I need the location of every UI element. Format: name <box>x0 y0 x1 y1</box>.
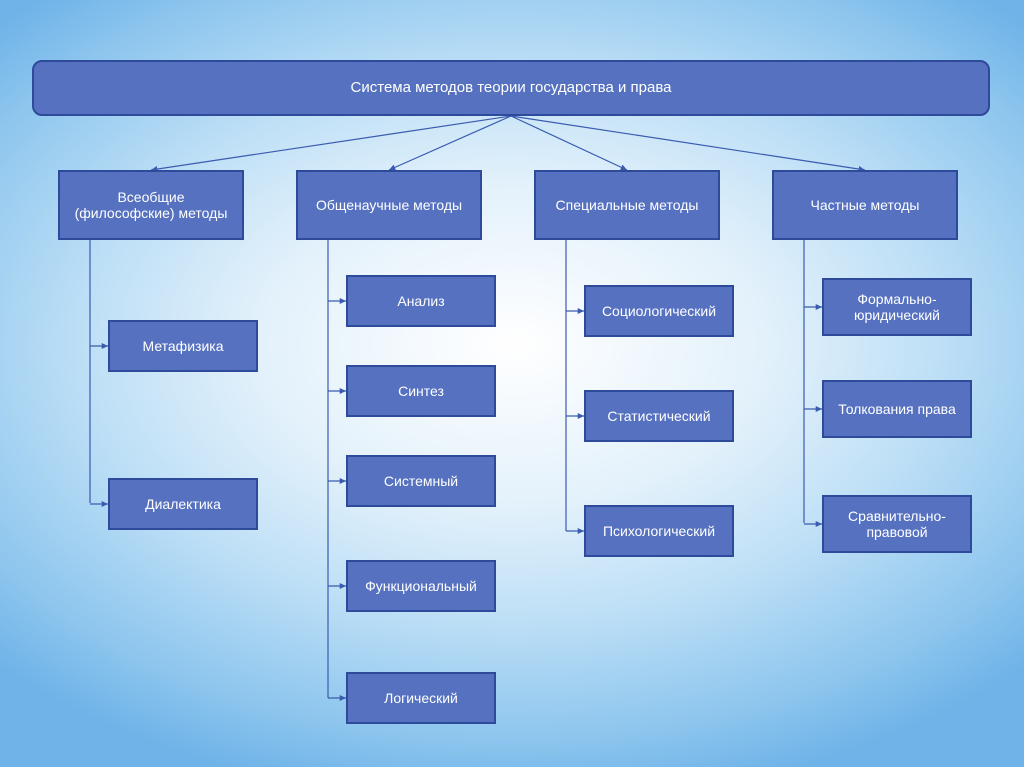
category-box-4: Частные методы <box>772 170 958 240</box>
leaf-box-2-5: Логический <box>346 672 496 724</box>
leaf-box-2-2: Синтез <box>346 365 496 417</box>
leaf-box-4-2: Толкования права <box>822 380 972 438</box>
leaf-box-1-1: Метафизика <box>108 320 258 372</box>
category-box-1: Всеобщие (философские) методы <box>58 170 244 240</box>
leaf-box-3-2: Статистический <box>584 390 734 442</box>
leaf-box-3-1: Социологический <box>584 285 734 337</box>
leaf-box-4-1: Формально-юридический <box>822 278 972 336</box>
leaf-box-2-1: Анализ <box>346 275 496 327</box>
leaf-box-1-2: Диалектика <box>108 478 258 530</box>
leaf-box-3-3: Психологический <box>584 505 734 557</box>
leaf-box-4-3: Сравнительно-правовой <box>822 495 972 553</box>
category-box-2: Общенаучные методы <box>296 170 482 240</box>
root-box: Система методов теории государства и пра… <box>32 60 990 116</box>
leaf-box-2-4: Функциональный <box>346 560 496 612</box>
category-box-3: Специальные методы <box>534 170 720 240</box>
leaf-box-2-3: Системный <box>346 455 496 507</box>
